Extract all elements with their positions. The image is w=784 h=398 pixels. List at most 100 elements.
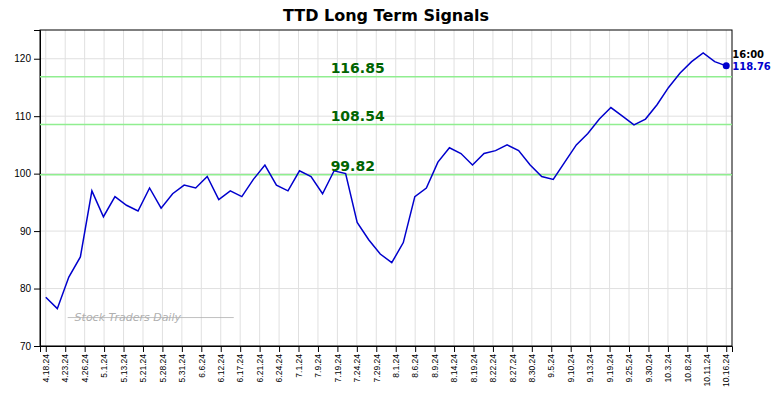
x-tick-mark bbox=[726, 346, 727, 352]
x-tick-label: 6.24.24 bbox=[274, 354, 284, 383]
x-tick: 8.9.24 bbox=[430, 346, 440, 378]
x-tick-label: 9.19.24 bbox=[605, 354, 615, 383]
x-tick: 4.18.24 bbox=[41, 346, 51, 382]
x-tick: 10.3.24 bbox=[663, 346, 673, 382]
x-tick-label: 9.13.24 bbox=[585, 354, 595, 383]
x-tick-mark bbox=[473, 346, 474, 352]
x-tick-mark bbox=[318, 346, 319, 352]
signal-label: 116.85 bbox=[331, 60, 385, 76]
y-tick-mark bbox=[34, 289, 40, 290]
y-tick-mark bbox=[34, 174, 40, 175]
x-tick-label: 7.29.24 bbox=[371, 354, 381, 383]
x-tick: 7.24.24 bbox=[352, 346, 362, 382]
annotations: 116.85108.5499.8216:00118.76Stock Trader… bbox=[68, 49, 771, 324]
x-tick-mark bbox=[279, 346, 280, 352]
x-tick-label: 8.6.24 bbox=[410, 354, 420, 378]
x-tick-label: 7.9.24 bbox=[313, 354, 323, 378]
x-tick-mark bbox=[143, 346, 144, 352]
x-tick: 7.19.24 bbox=[333, 346, 343, 382]
grid-line bbox=[40, 173, 732, 174]
x-tick-label: 5.1.24 bbox=[99, 354, 109, 378]
x-tick-label: 6.21.24 bbox=[255, 354, 265, 383]
x-tick: 5.28.24 bbox=[158, 346, 168, 382]
x-tick-label: 5.31.24 bbox=[177, 354, 187, 383]
x-tick-label: 6.17.24 bbox=[235, 354, 245, 383]
x-tick-mark bbox=[124, 346, 125, 352]
x-tick: 9.25.24 bbox=[624, 346, 634, 382]
x-tick: 10.11.24 bbox=[702, 346, 712, 386]
x-tick-mark bbox=[337, 346, 338, 352]
grid-line bbox=[40, 58, 732, 59]
x-tick-mark bbox=[590, 346, 591, 352]
plot: 7080901001101204.18.244.23.244.26.245.1.… bbox=[14, 30, 771, 387]
y-tick: 90 bbox=[20, 226, 40, 237]
x-tick-mark bbox=[46, 346, 47, 352]
x-tick-mark bbox=[357, 346, 358, 352]
x-tick-mark bbox=[162, 346, 163, 352]
x-tick-mark bbox=[221, 346, 222, 352]
x-tick-mark bbox=[493, 346, 494, 352]
y-axis: 708090100110120 bbox=[14, 31, 40, 352]
y-tick: 80 bbox=[20, 283, 40, 294]
x-tick-label: 7.24.24 bbox=[352, 354, 362, 383]
x-tick: 7.9.24 bbox=[313, 346, 323, 378]
x-tick-mark bbox=[454, 346, 455, 352]
x-tick-label: 9.25.24 bbox=[624, 354, 634, 383]
x-tick-mark bbox=[551, 346, 552, 352]
x-axis: 4.18.244.23.244.26.245.1.245.13.245.21.2… bbox=[41, 346, 733, 387]
x-axis-line bbox=[41, 347, 733, 353]
x-tick: 7.1.24 bbox=[294, 346, 304, 378]
x-tick-mark bbox=[85, 346, 86, 352]
x-tick: 8.27.24 bbox=[508, 346, 518, 382]
signal-line bbox=[40, 174, 732, 176]
x-tick: 6.21.24 bbox=[255, 346, 265, 382]
data-layer bbox=[40, 53, 732, 309]
x-tick: 5.1.24 bbox=[99, 346, 109, 378]
x-tick: 6.17.24 bbox=[235, 346, 245, 382]
x-tick: 5.31.24 bbox=[177, 346, 187, 382]
x-tick: 6.24.24 bbox=[274, 346, 284, 382]
x-tick-label: 4.18.24 bbox=[41, 354, 51, 383]
signal-line bbox=[40, 76, 732, 78]
x-tick: 6.12.24 bbox=[216, 346, 226, 382]
x-tick-label: 8.27.24 bbox=[508, 354, 518, 383]
x-tick-mark bbox=[532, 346, 533, 352]
x-tick-mark bbox=[182, 346, 183, 352]
x-tick-mark bbox=[396, 346, 397, 352]
x-tick-label: 10.3.24 bbox=[663, 354, 673, 383]
watermark-strike bbox=[68, 317, 234, 318]
x-tick-label: 9.5.24 bbox=[546, 354, 556, 378]
y-tick-label: 90 bbox=[20, 226, 32, 237]
x-tick-mark bbox=[65, 346, 66, 352]
x-tick-mark bbox=[571, 346, 572, 352]
last-annotation: 118.76 bbox=[732, 61, 771, 72]
x-tick-mark bbox=[104, 346, 105, 352]
y-axis-line bbox=[34, 31, 41, 347]
x-tick-label: 10.16.24 bbox=[721, 354, 731, 387]
x-tick-label: 8.14.24 bbox=[449, 354, 459, 383]
x-tick-label: 8.22.24 bbox=[488, 354, 498, 383]
signal-line bbox=[40, 124, 732, 126]
y-tick-label: 80 bbox=[20, 283, 32, 294]
y-tick-mark bbox=[34, 346, 40, 347]
price-line bbox=[46, 53, 726, 309]
plot-frame bbox=[40, 30, 732, 346]
x-tick: 8.30.24 bbox=[527, 346, 537, 382]
x-tick-mark bbox=[299, 346, 300, 352]
y-tick: 70 bbox=[20, 341, 40, 352]
x-tick-mark bbox=[707, 346, 708, 352]
signal-label: 99.82 bbox=[331, 158, 375, 174]
x-tick-label: 10.8.24 bbox=[683, 354, 693, 383]
x-tick-mark bbox=[201, 346, 202, 352]
x-tick-label: 5.21.24 bbox=[138, 354, 148, 383]
grid-line bbox=[40, 231, 732, 232]
title: TTD Long Term Signals bbox=[283, 6, 489, 25]
x-tick-mark bbox=[512, 346, 513, 352]
x-tick-label: 6.6.24 bbox=[197, 354, 207, 378]
y-tick: 100 bbox=[14, 168, 40, 179]
x-tick-label: 8.9.24 bbox=[430, 354, 440, 378]
x-tick-label: 5.28.24 bbox=[158, 354, 168, 383]
x-tick-mark bbox=[415, 346, 416, 352]
grid-line bbox=[40, 288, 732, 289]
x-tick: 8.1.24 bbox=[391, 346, 401, 378]
